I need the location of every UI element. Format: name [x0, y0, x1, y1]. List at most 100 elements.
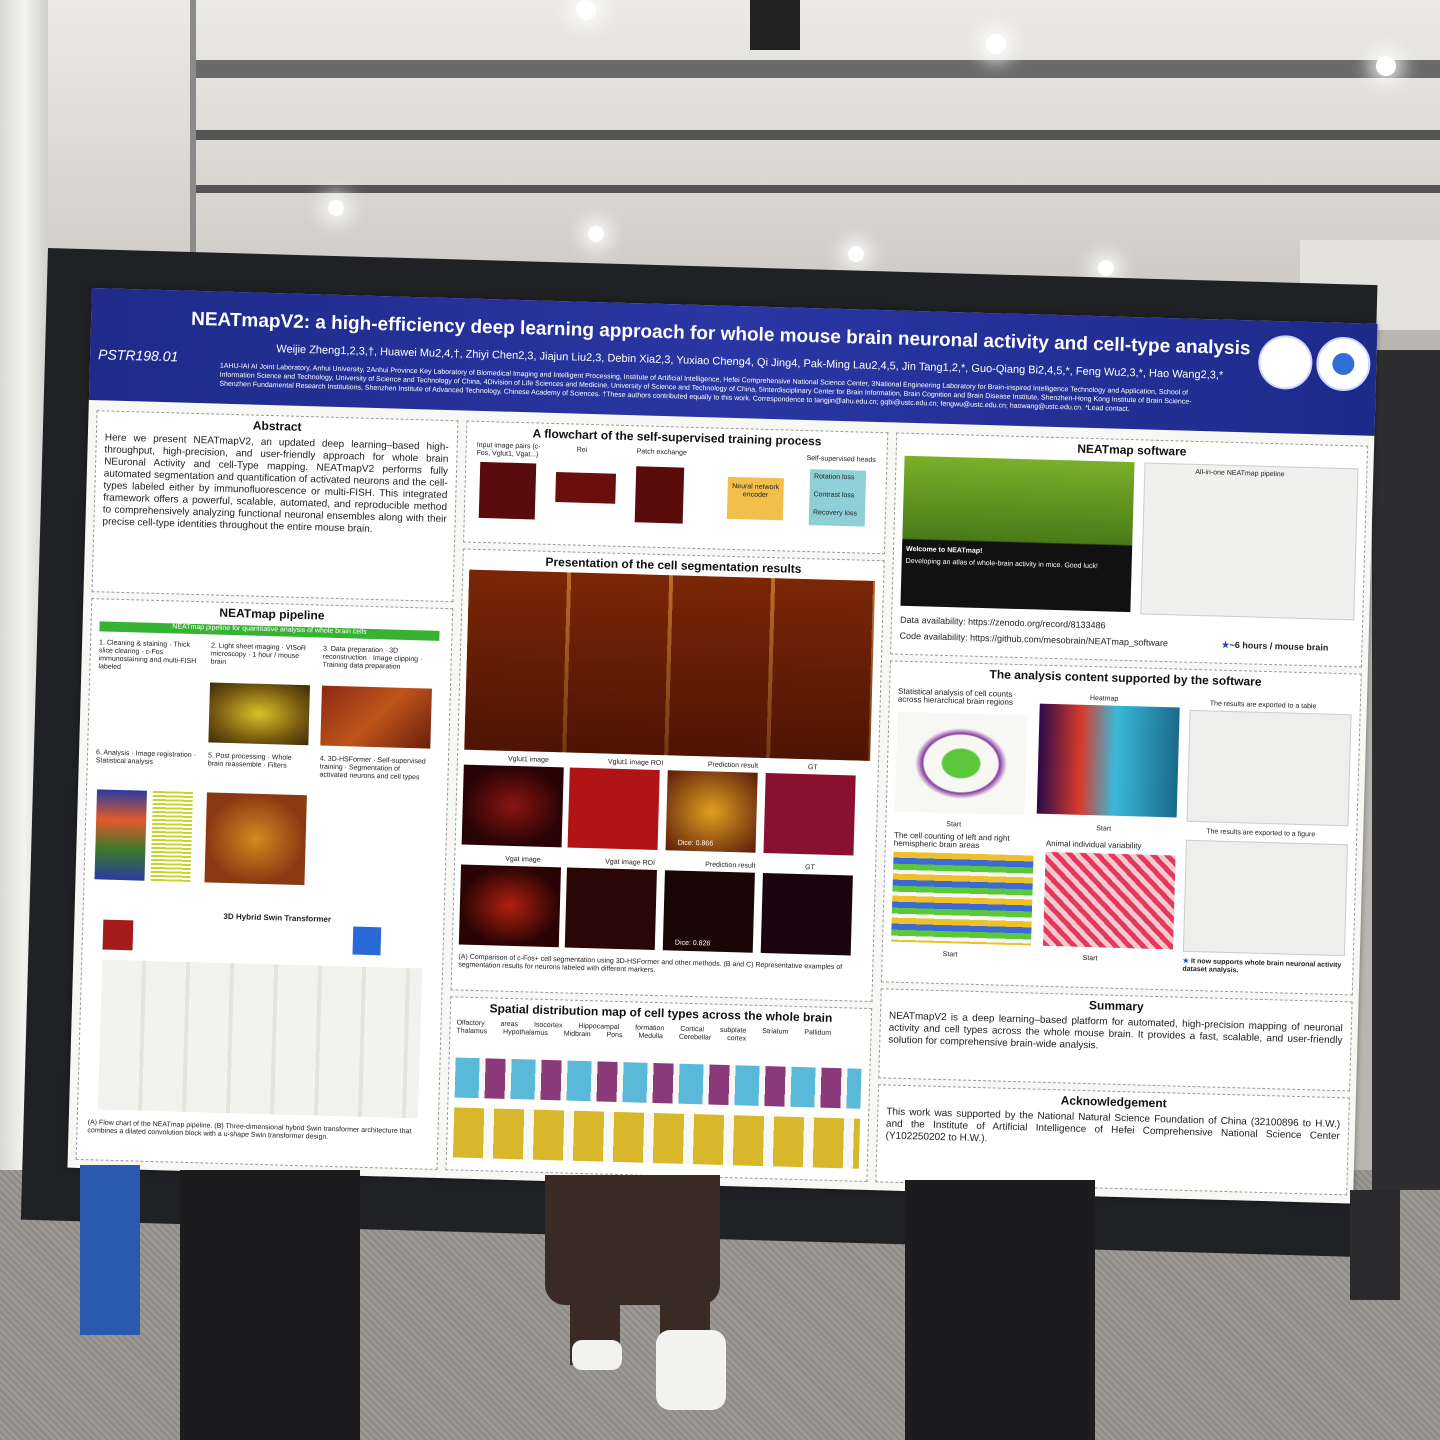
analysis-heatmap-label: Heatmap	[1089, 695, 1119, 703]
software-screenshot: Welcome to NEATmap! Developing an atlas …	[900, 455, 1135, 613]
dice-b: Dice: 0.866	[677, 839, 714, 848]
summary-panel: Summary NEATmapV2 is a deep learning–bas…	[878, 988, 1353, 1092]
row-c-label: Prediction result	[705, 861, 756, 870]
region-label: Cerebellar cortex	[678, 1033, 747, 1043]
row-c-label: Vgat image ROI	[605, 858, 656, 867]
pipeline-caption: (A) Flow chart of the NEATmap pipeline. …	[87, 1119, 412, 1141]
software-welcome: Welcome to NEATmap!	[905, 545, 983, 555]
flowchart-label: Rotation loss	[813, 473, 855, 482]
pipeline-step: 3. Data preparation · 3D reconstruction …	[322, 645, 423, 671]
region-label: Midbrain	[563, 1030, 591, 1039]
region-label: Striatum	[762, 1028, 789, 1036]
vgat-image	[458, 864, 562, 948]
flowchart-label: Recovery loss	[812, 509, 858, 518]
vglut1-roi-image	[567, 767, 660, 851]
transformer-architecture-diagram	[98, 959, 423, 1119]
export-figure-label: The results are exported to a figure	[1206, 828, 1316, 839]
vglut1-image	[461, 764, 564, 848]
cfos-channel-image	[102, 919, 134, 951]
row-b-label: Prediction result	[707, 761, 759, 770]
ack-panel: Acknowledgement This work was supported …	[875, 1084, 1350, 1196]
pipeline-panel: NEATmap pipeline NEATmap pipeline for qu…	[75, 598, 454, 1170]
poster: PSTR198.01 NEATmapV2: a high-efficiency …	[67, 288, 1378, 1204]
brain-section-image	[320, 685, 432, 749]
flowchart-panel: A flowchart of the self-supervised train…	[463, 420, 889, 555]
start-label: Start	[942, 951, 958, 959]
region-label: Medulla	[638, 1032, 664, 1041]
region-label: Pons	[606, 1031, 623, 1040]
vglut1-gt-image	[763, 773, 856, 856]
flowchart-label: Input image pairs (c-Fos, Vglut1, Vgat..…	[476, 441, 541, 459]
person-pants-middle	[545, 1175, 720, 1305]
ceiling-beam	[190, 130, 1440, 140]
sneaker	[656, 1330, 726, 1410]
registered-brain-image	[94, 789, 147, 881]
ceiling-light	[1098, 260, 1114, 276]
ceiling-light	[576, 0, 596, 20]
analysis-note: ★ It now supports whole brain neuronal a…	[1182, 958, 1342, 978]
patch-exchange-image	[634, 466, 685, 524]
row-b-label: GT	[807, 764, 818, 772]
ceiling-light	[1376, 56, 1396, 76]
pipeline-step: 2. Light sheet imaging · VISoR microscop…	[210, 642, 307, 666]
start-label: Start	[1082, 954, 1098, 963]
binary-image	[352, 926, 382, 956]
ceiling-light	[848, 246, 864, 262]
roi-image	[555, 472, 617, 504]
ceiling-light	[588, 226, 604, 242]
analysis-stat: Statistical analysis of cell counts acro…	[897, 686, 1014, 707]
encoder-box: Neural network encoder	[726, 476, 784, 521]
star-icon: ★	[1182, 957, 1190, 965]
export-table-screenshot	[1186, 709, 1352, 827]
person-leg-far-right	[1350, 1190, 1400, 1300]
abstract-panel: Abstract Here we present NEATmapV2, an u…	[91, 410, 459, 603]
region-label: Pallidum	[804, 1029, 832, 1037]
brain-light-sheet-image	[208, 682, 310, 746]
row-b-label: Vglut1 image	[507, 755, 549, 764]
hemisphere-heatmap	[891, 851, 1034, 946]
region-label: Thalamus	[456, 1027, 488, 1036]
segmentation-panel: Presentation of the cell segmentation re…	[450, 548, 885, 1003]
pipeline-step: 4. 3D-HSFormer · Self-supervised trainin…	[319, 755, 426, 782]
export-table-label: The results are exported to a table	[1209, 700, 1317, 711]
transformer-title: 3D Hybrid Swin Transformer	[223, 911, 332, 924]
adjacent-board	[1372, 350, 1440, 1190]
pipeline-step: 1. Cleaning & staining · Thick slice cle…	[98, 639, 197, 671]
ceiling-beam	[190, 60, 1440, 78]
export-figure-screenshot	[1182, 839, 1348, 957]
row-b-label: Vglut1 image ROI	[607, 758, 664, 768]
dice-c: Dice: 0.826	[674, 939, 711, 948]
row-c-label: Vgat image	[505, 855, 541, 864]
ceiling-beam	[190, 185, 1440, 193]
heads-box: Rotation loss Contrast loss Recovery los…	[808, 469, 867, 527]
ceiling-light	[328, 200, 344, 216]
software-panel: NEATmap software Welcome to NEATmap! Dev…	[890, 432, 1369, 668]
input-image-pair	[478, 461, 537, 520]
row-c-label: GT	[804, 864, 815, 872]
ceiling-beam	[190, 0, 196, 330]
ceiling-light	[986, 34, 1006, 54]
region-label: Hypothalamus	[502, 1028, 548, 1038]
flowchart-label: Patch exchange	[636, 448, 687, 457]
brain-region-hierarchy-image	[894, 711, 1028, 816]
person-legs-right	[905, 1180, 1095, 1440]
abstract-text: Here we present NEATmapV2, an updated de…	[102, 432, 449, 535]
analysis-chart-image	[150, 790, 193, 882]
software-welcome-sub: Developing an atlas of whole-brain activ…	[905, 557, 1098, 571]
hemi-label: The cell counting of left and right hemi…	[893, 830, 1010, 850]
analysis-panel: The analysis content supported by the so…	[880, 660, 1362, 996]
flowchart-label: Roi	[576, 446, 588, 454]
person-legs-left	[180, 1170, 360, 1440]
university-logo	[1257, 334, 1314, 391]
sneaker	[572, 1340, 622, 1370]
flowchart-label: Self-supervised heads	[806, 455, 876, 464]
post-processing-image	[204, 792, 307, 886]
brain-region-3d-row	[454, 1057, 862, 1109]
segmentation-grid-image	[464, 569, 876, 761]
code-availability: Code availability: https://github.com/me…	[899, 630, 1169, 649]
flowchart-label: Contrast loss	[813, 491, 855, 500]
start-label: Start	[1096, 825, 1112, 833]
blue-bag	[80, 1165, 140, 1335]
vgat-roi-image	[564, 867, 657, 950]
region-label: Hippocampal formation	[578, 1022, 665, 1033]
